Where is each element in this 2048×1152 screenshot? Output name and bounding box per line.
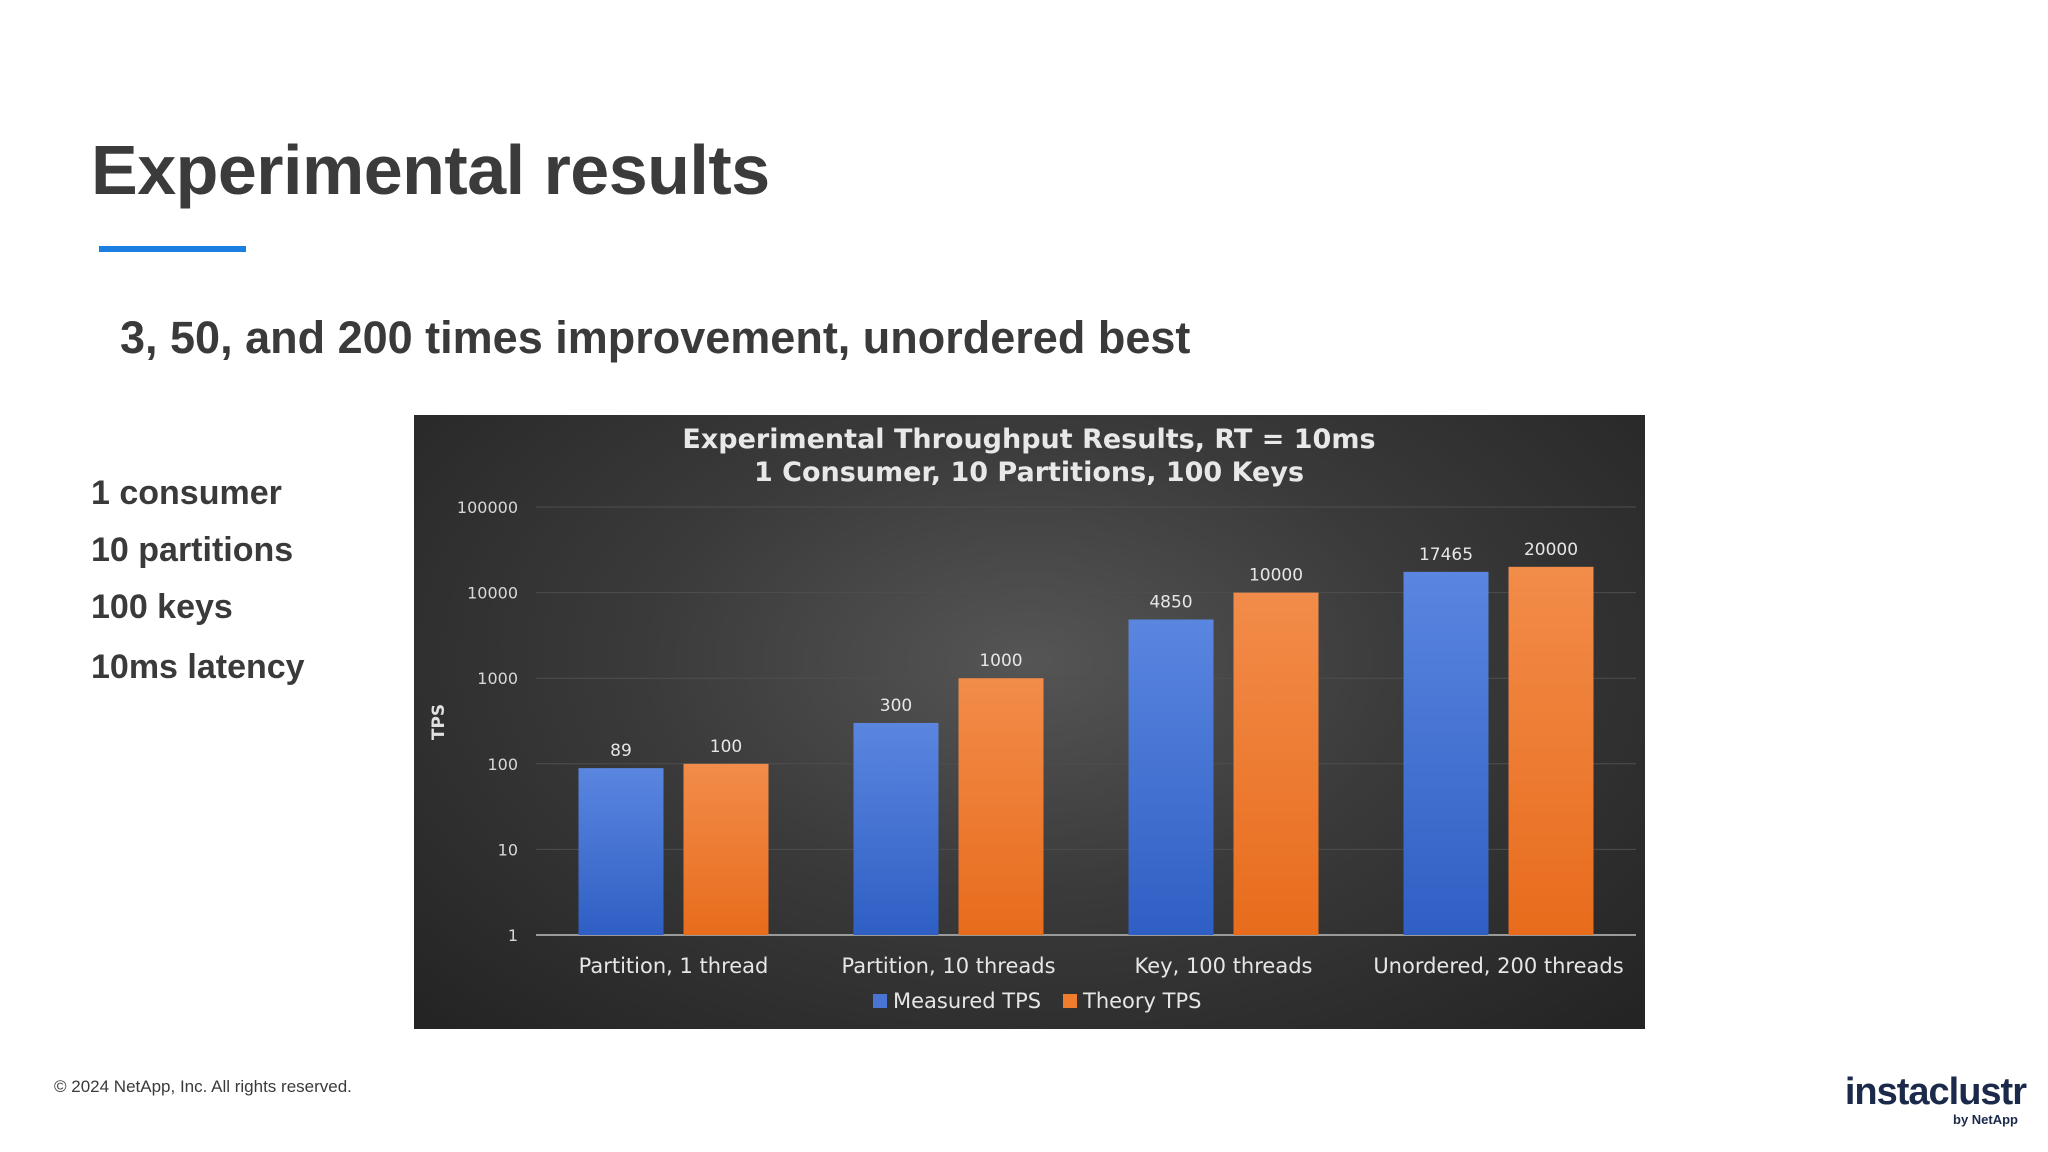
bar-value-label: 1000 xyxy=(979,651,1022,671)
legend-swatch xyxy=(1063,994,1077,1008)
parameter-list: 1 consumer 10 partitions 100 keys 10ms l… xyxy=(91,470,305,701)
bar-theory xyxy=(1508,566,1594,935)
y-tick-label: 10000 xyxy=(467,584,518,603)
slide-subtitle: 3, 50, and 200 times improvement, unorde… xyxy=(120,312,1191,363)
slide-title: Experimental results xyxy=(91,131,770,209)
bar-value-label: 10000 xyxy=(1249,566,1303,586)
bar-theory xyxy=(958,678,1044,935)
instaclustr-logo: instaclustr by NetApp xyxy=(1826,1071,2027,1127)
bar-measured xyxy=(1403,571,1489,935)
bar-theory xyxy=(683,763,769,935)
x-category-label: Key, 100 threads xyxy=(1135,954,1313,978)
bar-value-label: 17465 xyxy=(1419,545,1473,565)
parameter-keys: 100 keys xyxy=(91,588,233,626)
y-tick-label: 1 xyxy=(508,926,518,945)
parameter-latency: 10ms latency xyxy=(91,648,305,686)
chart-canvas: Experimental Throughput Results, RT = 10… xyxy=(429,424,1636,1013)
legend-swatch xyxy=(873,994,887,1008)
legend: Measured TPS Theory TPS xyxy=(873,989,1201,1013)
bar-value-label: 300 xyxy=(880,696,912,716)
bar-value-label: 4850 xyxy=(1149,593,1192,613)
bar-measured xyxy=(853,722,939,935)
bars: 89 100 300 1000 4850 10000 17465 20000 xyxy=(578,540,1594,935)
y-axis-label: TPS xyxy=(429,704,449,740)
x-category-label: Partition, 1 thread xyxy=(579,954,769,978)
bar-value-label: 89 xyxy=(610,741,632,761)
chart-subtitle: 1 Consumer, 10 Partitions, 100 Keys xyxy=(754,457,1304,488)
bar-theory xyxy=(1233,592,1319,935)
copyright-footer: © 2024 NetApp, Inc. All rights reserved. xyxy=(54,1077,352,1096)
y-tick-label: 100000 xyxy=(457,498,518,517)
title-accent-bar xyxy=(99,246,246,252)
parameter-consumers: 1 consumer xyxy=(91,474,282,512)
y-tick-label: 10 xyxy=(498,840,518,859)
chart-title: Experimental Throughput Results, RT = 10… xyxy=(682,424,1375,455)
x-category-label: Partition, 10 threads xyxy=(841,954,1055,978)
x-category-label: Unordered, 200 threads xyxy=(1373,954,1623,978)
y-tick-label: 1000 xyxy=(477,669,518,688)
parameter-partitions: 10 partitions xyxy=(91,531,294,569)
bar-value-label: 100 xyxy=(710,737,742,757)
y-axis-ticks: 1 10 100 1000 10000 100000 xyxy=(457,498,518,945)
y-tick-label: 100 xyxy=(487,755,518,774)
logo-wordmark: instaclustr xyxy=(1844,1071,2027,1113)
legend-label: Theory TPS xyxy=(1082,989,1201,1013)
throughput-chart: Experimental Throughput Results, RT = 10… xyxy=(414,415,1645,1029)
x-axis-labels: Partition, 1 thread Partition, 10 threads… xyxy=(579,954,1624,978)
bar-value-label: 20000 xyxy=(1524,540,1578,560)
legend-label: Measured TPS xyxy=(893,989,1041,1013)
logo-byline: by NetApp xyxy=(1953,1112,2018,1127)
bar-measured xyxy=(1128,619,1214,935)
bar-measured xyxy=(578,768,664,935)
